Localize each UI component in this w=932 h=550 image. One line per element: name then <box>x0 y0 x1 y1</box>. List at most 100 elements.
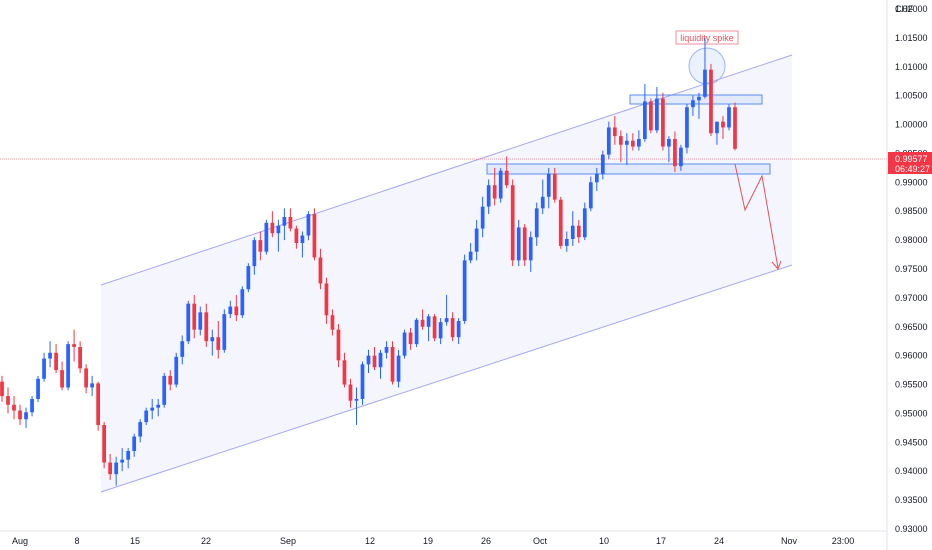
candle-up[interactable] <box>174 356 179 385</box>
candle-down[interactable] <box>192 303 197 330</box>
candle-down[interactable] <box>102 425 107 463</box>
candle-up[interactable] <box>438 322 443 339</box>
candle-up[interactable] <box>396 355 401 382</box>
candle-up[interactable] <box>48 352 52 359</box>
candle-up[interactable] <box>120 459 125 463</box>
candle-down[interactable] <box>390 347 395 382</box>
candle-up[interactable] <box>126 451 131 460</box>
candle-up[interactable] <box>667 139 671 147</box>
candle-up[interactable] <box>570 225 575 239</box>
candle-down[interactable] <box>342 360 347 385</box>
candle-down[interactable] <box>612 127 617 137</box>
candle-up[interactable] <box>354 399 359 401</box>
candle-up[interactable] <box>282 217 287 226</box>
candle-up[interactable] <box>144 410 149 423</box>
candle-up[interactable] <box>264 222 269 252</box>
current-price-tag[interactable] <box>888 152 932 174</box>
candle-up[interactable] <box>679 147 683 167</box>
candle-up[interactable] <box>378 352 383 368</box>
candle-up[interactable] <box>132 436 137 451</box>
candle-up[interactable] <box>462 260 467 321</box>
candle-down[interactable] <box>522 227 527 261</box>
candle-up[interactable] <box>426 316 431 327</box>
candle-down[interactable] <box>108 462 113 475</box>
candle-up[interactable] <box>402 332 407 356</box>
candle-down[interactable] <box>6 396 10 405</box>
candle-up[interactable] <box>138 422 143 437</box>
candle-up[interactable] <box>90 383 94 388</box>
candle-up[interactable] <box>162 375 167 405</box>
candle-down[interactable] <box>84 368 88 388</box>
candle-down[interactable] <box>709 69 713 134</box>
candle-up[interactable] <box>546 173 551 197</box>
candle-up[interactable] <box>186 303 191 342</box>
candle-down[interactable] <box>721 121 725 128</box>
candle-up[interactable] <box>582 208 587 238</box>
candle-down[interactable] <box>432 316 437 339</box>
candle-down[interactable] <box>168 375 173 385</box>
candle-up[interactable] <box>691 100 695 108</box>
candle-up[interactable] <box>30 399 34 413</box>
candle-up[interactable] <box>198 312 203 330</box>
candle-down[interactable] <box>372 355 377 368</box>
candle-up[interactable] <box>276 225 281 234</box>
candle-down[interactable] <box>234 306 239 316</box>
candle-up[interactable] <box>444 318 449 323</box>
candle-up[interactable] <box>540 196 545 209</box>
candle-up[interactable] <box>703 69 707 97</box>
candle-down[interactable] <box>733 107 737 149</box>
candle-up[interactable] <box>516 227 521 261</box>
candle-up[interactable] <box>228 306 233 315</box>
candle-up[interactable] <box>156 404 161 408</box>
candle-up[interactable] <box>498 170 503 199</box>
candle-down[interactable] <box>312 214 317 258</box>
candle-up[interactable] <box>384 347 389 353</box>
candle-up[interactable] <box>240 289 245 316</box>
candle-up[interactable] <box>534 208 539 238</box>
candle-down[interactable] <box>552 173 557 200</box>
candle-down[interactable] <box>78 347 82 369</box>
candle-down[interactable] <box>504 170 509 186</box>
candle-down[interactable] <box>216 337 221 350</box>
candle-down[interactable] <box>348 384 353 401</box>
candle-up[interactable] <box>594 173 599 183</box>
candle-up[interactable] <box>528 237 533 261</box>
candle-up[interactable] <box>114 462 119 475</box>
candle-up[interactable] <box>606 127 611 155</box>
candle-up[interactable] <box>480 206 485 229</box>
candle-up[interactable] <box>306 214 311 236</box>
candle-up[interactable] <box>637 139 641 147</box>
candle-up[interactable] <box>468 251 473 261</box>
candle-up[interactable] <box>486 185 491 207</box>
candle-up[interactable] <box>564 238 569 246</box>
candle-down[interactable] <box>630 140 635 147</box>
candle-up[interactable] <box>246 266 251 290</box>
candle-up[interactable] <box>222 314 227 350</box>
candle-down[interactable] <box>558 199 563 246</box>
candle-down[interactable] <box>270 222 275 234</box>
candle-up[interactable] <box>727 107 731 128</box>
candle-up[interactable] <box>414 319 419 345</box>
candle-down[interactable] <box>96 383 100 425</box>
candle-up[interactable] <box>66 344 70 388</box>
candle-down[interactable] <box>0 381 4 397</box>
candle-up[interactable] <box>715 121 719 134</box>
candle-up[interactable] <box>360 364 365 399</box>
candle-up[interactable] <box>474 228 479 252</box>
candle-up[interactable] <box>300 235 305 243</box>
candle-down[interactable] <box>318 257 323 284</box>
candle-down[interactable] <box>661 98 665 147</box>
candle-up[interactable] <box>655 98 659 131</box>
candle-down[interactable] <box>258 240 263 252</box>
candle-down[interactable] <box>330 315 335 330</box>
candle-up[interactable] <box>624 140 629 145</box>
candle-up[interactable] <box>685 107 689 148</box>
candle-up[interactable] <box>180 341 185 357</box>
candle-down[interactable] <box>420 319 425 327</box>
candle-down[interactable] <box>60 370 64 388</box>
candle-down[interactable] <box>324 283 329 316</box>
candle-down[interactable] <box>649 101 653 131</box>
candle-up[interactable] <box>697 96 701 101</box>
candle-up[interactable] <box>643 101 647 139</box>
